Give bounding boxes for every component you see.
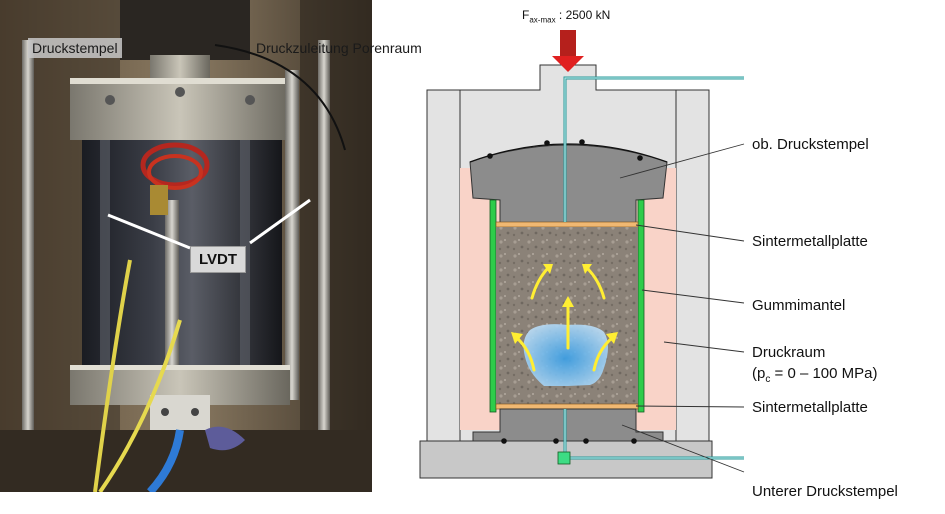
- pore-fluid: [523, 324, 608, 386]
- callout-upper-piston: ob. Druckstempel: [752, 136, 869, 153]
- axial-force-arrow: [552, 30, 584, 72]
- cell-cross-section: [419, 30, 745, 479]
- callout-pressure-range: (pc = 0 – 100 MPa): [752, 364, 878, 389]
- druckstempel-label: Druckstempel: [28, 38, 122, 58]
- callout-pressure-chamber: Druckraum: [752, 344, 826, 361]
- pressure-range-pre: (p: [752, 365, 766, 382]
- lvdt-label: LVDT: [190, 246, 247, 273]
- bottom-connector: [557, 451, 571, 465]
- flow-arrow-heads: [511, 264, 618, 344]
- force-value: : 2500 kN: [555, 8, 611, 22]
- callout-lower-piston: Unterer Druckstempel: [752, 483, 898, 500]
- force-subscript: ax-max: [529, 15, 556, 25]
- rubber-jacket-right: [637, 199, 645, 413]
- pressure-range-post: = 0 – 100 MPa): [770, 365, 878, 382]
- cell-diagram: Fax-max : 2500 kN ob. Druckstempel Sinte…: [372, 0, 945, 509]
- lower-piston: [472, 408, 664, 442]
- callout-leaders: [619, 143, 745, 473]
- druckzuleitung-label: Druckzuleitung Porenraum: [256, 40, 422, 56]
- force-symbol: F: [522, 8, 530, 22]
- axial-force-label: Fax-max : 2500 kN: [522, 8, 610, 24]
- apparatus-photo: Druckstempel Druckzuleitung Porenraum LV…: [0, 0, 422, 495]
- callout-sinter-bottom: Sintermetallplatte: [752, 399, 868, 416]
- sinter-plate-bottom: [495, 403, 639, 410]
- flow-arrows: [515, 266, 614, 372]
- callout-sinter-top: Sintermetallplatte: [752, 233, 868, 250]
- sinter-plate-top: [495, 221, 639, 228]
- rubber-jacket-left: [489, 199, 497, 413]
- callout-rubber-jacket: Gummimantel: [752, 297, 846, 314]
- apparatus-photo-image: [0, 0, 372, 495]
- pressure-range-sub: c: [765, 374, 771, 385]
